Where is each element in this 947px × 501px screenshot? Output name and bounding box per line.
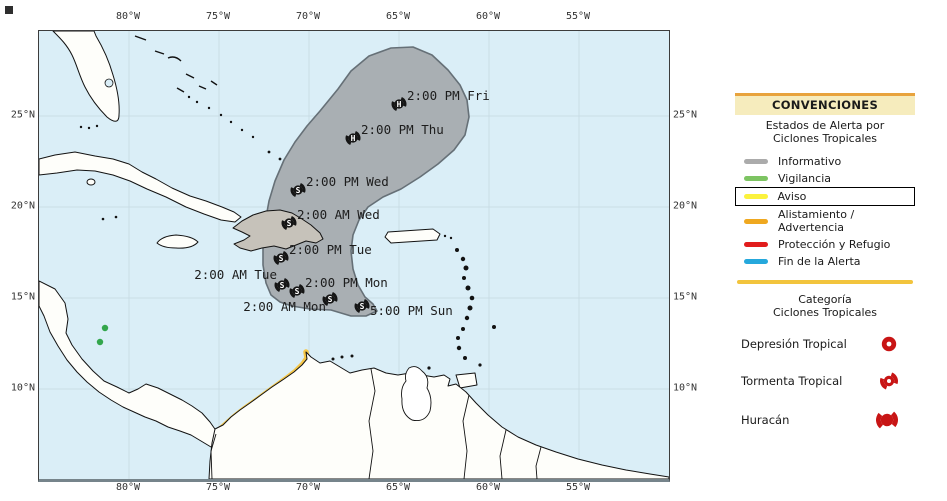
isla-juventud bbox=[86, 178, 96, 186]
svg-text:S: S bbox=[279, 254, 284, 263]
fin-alerta-swatch bbox=[744, 259, 768, 264]
storm-icon: S bbox=[272, 275, 292, 295]
alert-item-alistamiento: Alistamiento / Advertencia bbox=[735, 206, 915, 236]
depression-icon bbox=[881, 336, 897, 352]
map-canvas: S S S S S S S H H 5:00 PM Sun 2:00 AM Mo… bbox=[39, 31, 669, 479]
aviso-swatch bbox=[743, 194, 768, 199]
alert-item-vigilancia: Vigilancia bbox=[735, 170, 915, 187]
proteccion-swatch bbox=[744, 242, 768, 247]
lon-tick-top: 60°W bbox=[475, 11, 501, 22]
country-borders bbox=[210, 368, 542, 479]
lat-tick-right: 10°N bbox=[673, 382, 698, 394]
legend-panel: CONVENCIONES Estados de Alerta por Ciclo… bbox=[735, 93, 915, 434]
lon-tick-top: 75°W bbox=[205, 11, 231, 22]
svg-text:H: H bbox=[397, 100, 402, 109]
bahamas-cays bbox=[79, 95, 282, 161]
land-hispaniola bbox=[232, 209, 324, 252]
lon-tick-bottom: 70°W bbox=[295, 482, 321, 493]
track-time-label: 2:00 AM Tue bbox=[194, 267, 277, 282]
hurricane-icon: H bbox=[389, 94, 409, 114]
category-item-depresion: Depresión Tropical bbox=[735, 332, 915, 356]
lon-tick-bottom: 80°W bbox=[115, 482, 141, 493]
storm-icon: S bbox=[271, 248, 291, 268]
storm-icon: S bbox=[352, 296, 372, 316]
hurricane-icon bbox=[876, 411, 898, 429]
storm-icon: S bbox=[320, 289, 340, 309]
lon-tick-top: 55°W bbox=[565, 11, 591, 22]
hurricane-icon: H bbox=[343, 128, 363, 148]
land-trinidad bbox=[455, 372, 478, 389]
lat-tick-right: 15°N bbox=[673, 291, 698, 303]
alert-item-informativo: Informativo bbox=[735, 153, 915, 170]
track-time-labels: 5:00 PM Sun 2:00 AM Mon 2:00 PM Mon 2:00… bbox=[194, 88, 490, 318]
lat-tick-left: 15°N bbox=[10, 291, 35, 303]
lon-tick-top: 80°W bbox=[115, 11, 141, 22]
lon-tick-top: 65°W bbox=[385, 11, 411, 22]
informativo-swatch bbox=[744, 159, 768, 164]
land-cuba bbox=[39, 151, 242, 223]
lake-maracaibo bbox=[401, 366, 432, 422]
category-item-huracan: Huracán bbox=[735, 406, 915, 434]
storm-icon: S bbox=[287, 281, 307, 301]
lat-tick-left: 25°N bbox=[10, 109, 35, 121]
track-time-label: 2:00 PM Wed bbox=[306, 174, 389, 189]
lon-tick-bottom: 75°W bbox=[205, 482, 231, 493]
map-frame: S S S S S S S H H 5:00 PM Sun 2:00 AM Mo… bbox=[38, 30, 670, 482]
track-time-label: 2:00 PM Fri bbox=[407, 88, 490, 103]
track-time-label: 2:00 AM Wed bbox=[297, 207, 380, 222]
alert-legend-list: Informativo Vigilancia Aviso Alistamient… bbox=[735, 153, 915, 270]
svg-text:S: S bbox=[287, 219, 292, 228]
island-watch-dot bbox=[96, 338, 104, 346]
svg-text:S: S bbox=[296, 186, 301, 195]
svg-text:H: H bbox=[351, 134, 356, 143]
alistamiento-swatch bbox=[744, 218, 768, 224]
track-time-label: 2:00 AM Mon bbox=[243, 299, 326, 314]
lake-okeechobee bbox=[104, 78, 114, 88]
forecast-track: S S S S S S S H H bbox=[271, 94, 409, 316]
lon-tick-bottom: 65°W bbox=[385, 482, 411, 493]
lat-tick-left: 10°N bbox=[10, 382, 35, 394]
category-item-tormenta: Tormenta Tropical bbox=[735, 369, 915, 393]
corner-artifact bbox=[5, 6, 13, 14]
bahamas bbox=[134, 35, 218, 93]
svg-text:S: S bbox=[328, 295, 333, 304]
lon-tick-bottom: 55°W bbox=[565, 482, 591, 493]
cayman-islands bbox=[114, 215, 118, 219]
storm-icon bbox=[880, 372, 898, 390]
lat-tick-left: 20°N bbox=[10, 200, 35, 212]
cayman-islands bbox=[101, 217, 105, 221]
land-jamaica bbox=[156, 234, 199, 249]
legend-title: CONVENCIONES bbox=[735, 93, 915, 115]
svg-text:S: S bbox=[295, 287, 300, 296]
alert-item-proteccion: Protección y Refugio bbox=[735, 236, 915, 253]
category-title: Categoría Ciclones Tropicales bbox=[772, 293, 878, 319]
svg-text:S: S bbox=[360, 302, 365, 311]
lon-tick-top: 70°W bbox=[295, 11, 321, 22]
land-puerto-rico bbox=[384, 228, 441, 244]
svg-text:S: S bbox=[280, 281, 285, 290]
storm-icon: S bbox=[279, 213, 299, 233]
lat-tick-right: 25°N bbox=[673, 109, 698, 121]
track-time-label: 5:00 PM Sun bbox=[370, 303, 453, 318]
track-time-label: 2:00 PM Mon bbox=[305, 275, 388, 290]
lat-tick-right: 20°N bbox=[673, 200, 698, 212]
section-divider bbox=[737, 280, 913, 284]
legend-subtitle: Estados de Alerta por Ciclones Tropicale… bbox=[765, 119, 885, 145]
island-watch-dot bbox=[101, 324, 109, 332]
landmasses bbox=[39, 31, 669, 479]
lon-tick-bottom: 60°W bbox=[475, 482, 501, 493]
alert-item-aviso-active: Aviso bbox=[735, 187, 915, 206]
land-florida bbox=[52, 31, 120, 122]
lesser-antilles bbox=[331, 234, 496, 370]
alert-item-fin-alerta: Fin de la Alerta bbox=[735, 253, 915, 270]
vigilancia-swatch bbox=[744, 176, 768, 181]
storm-icon: S bbox=[288, 180, 308, 200]
track-time-label: 2:00 PM Thu bbox=[361, 122, 444, 137]
track-time-label: 2:00 PM Tue bbox=[289, 242, 372, 257]
